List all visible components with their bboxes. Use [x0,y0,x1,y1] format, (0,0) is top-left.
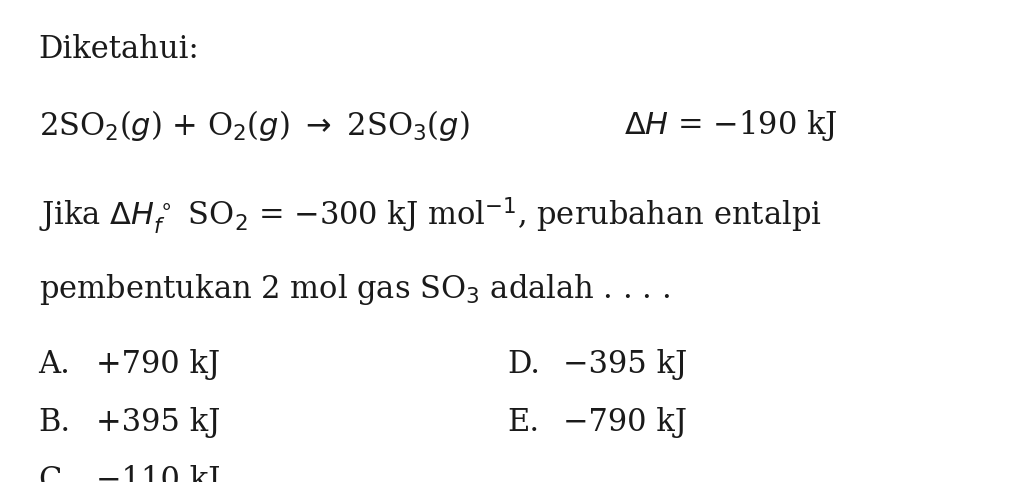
Text: Jika $\Delta H_f^\circ$ SO$_2$ = $-$300 kJ mol$^{-1}$, perubahan entalpi: Jika $\Delta H_f^\circ$ SO$_2$ = $-$300 … [39,195,821,236]
Text: −395 kJ: −395 kJ [563,349,687,380]
Text: −790 kJ: −790 kJ [563,407,686,438]
Text: $\Delta H$ = $-$190 kJ: $\Delta H$ = $-$190 kJ [624,108,838,144]
Text: B.: B. [39,407,71,438]
Text: D.: D. [507,349,540,380]
Text: A.: A. [39,349,70,380]
Text: E.: E. [507,407,539,438]
Text: +395 kJ: +395 kJ [96,407,221,438]
Text: 2SO$_2$($g$) + O$_2$($g$) $\rightarrow$ 2SO$_3$($g$): 2SO$_2$($g$) + O$_2$($g$) $\rightarrow$ … [39,108,469,144]
Text: pembentukan 2 mol gas SO$_3$ adalah . . . .: pembentukan 2 mol gas SO$_3$ adalah . . … [39,272,669,308]
Text: C.: C. [39,465,71,482]
Text: +790 kJ: +790 kJ [96,349,220,380]
Text: −110 kJ: −110 kJ [96,465,221,482]
Text: Diketahui:: Diketahui: [39,34,200,65]
